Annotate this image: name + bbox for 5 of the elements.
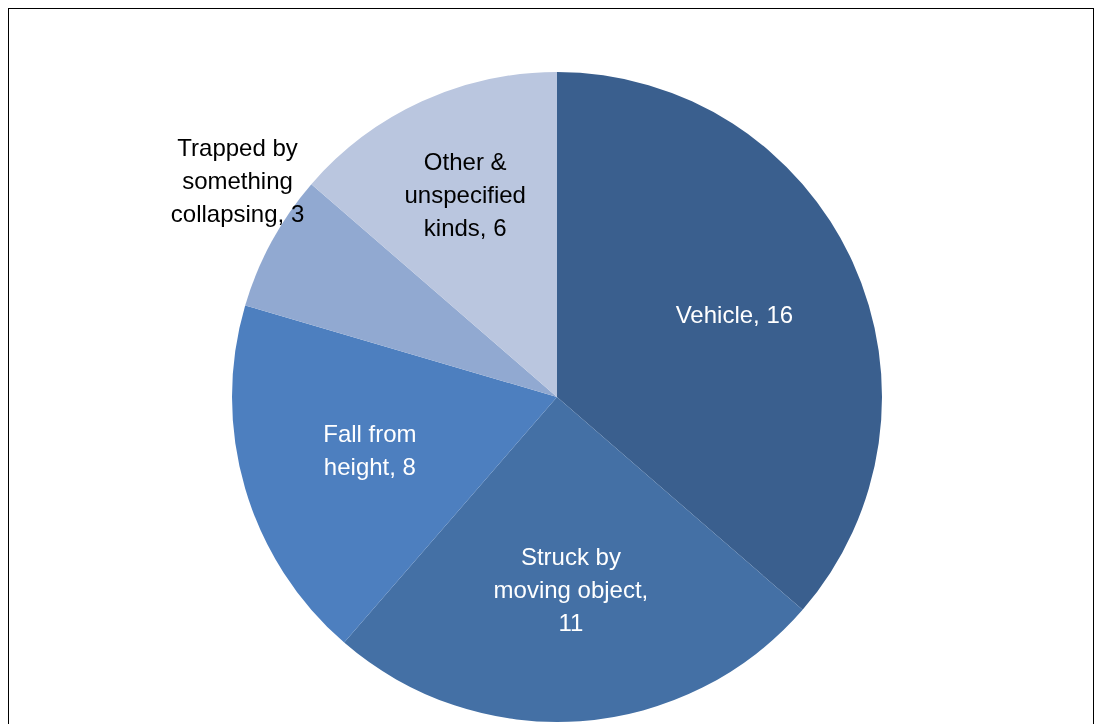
slice-label: Vehicle, 16 [675,300,794,328]
slice-label: Other & unspecified kinds, 6 [404,147,526,241]
slice-label: Struck by moving object, 11 [493,543,649,637]
slice-label: Fall from height, 8 [323,420,417,481]
slice-label: Trapped by something collapsing, 3 [170,134,305,228]
